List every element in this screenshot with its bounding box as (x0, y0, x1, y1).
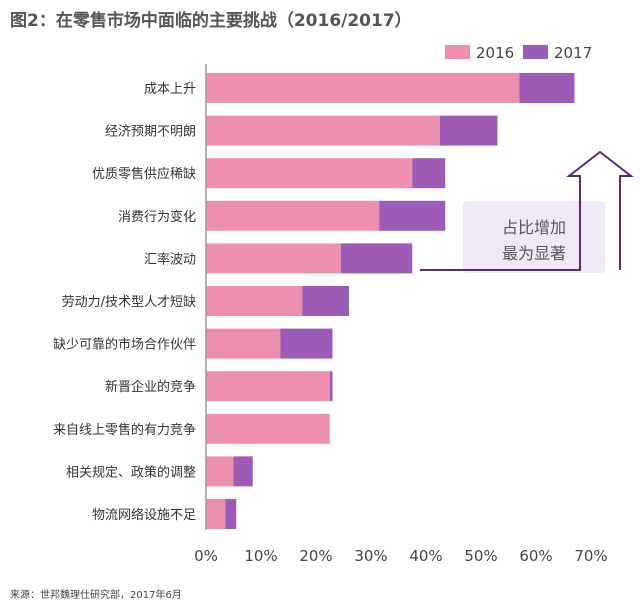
bar-2016 (206, 286, 303, 316)
legend-label-2017: 2017 (554, 44, 592, 62)
category-label: 劳动力/技术型人才短缺 (62, 294, 196, 310)
legend-swatch-2017 (523, 45, 548, 59)
bars-group: 成本上升经济预期不明朗优质零售供应稀缺消费行为变化汇率波动劳动力/技术型人才短缺… (53, 73, 575, 529)
x-tick-label: 40% (409, 547, 442, 565)
bar-2016 (206, 499, 226, 529)
bar-2016 (206, 73, 520, 103)
bar-2017 (225, 499, 237, 529)
x-tick-label: 10% (244, 547, 277, 565)
bar-2016 (206, 413, 330, 444)
bar-2017 (519, 73, 575, 103)
bar-2017 (439, 115, 498, 146)
category-label: 消费行为变化 (118, 209, 196, 225)
bar-2016 (206, 371, 330, 402)
category-label: 新晋企业的竞争 (105, 379, 196, 395)
legend: 2016 2017 (445, 44, 592, 62)
category-label: 缺少可靠的市场合作伙伴 (53, 337, 196, 353)
legend-swatch-2016 (445, 45, 470, 59)
bar-2017 (412, 158, 446, 189)
callout-line-1: 占比增加 (502, 218, 566, 237)
bar-2017 (302, 286, 349, 316)
category-label: 物流网络设施不足 (92, 507, 196, 523)
bar-2016 (206, 456, 234, 487)
bar-2017 (379, 200, 446, 231)
x-tick-label: 70% (574, 547, 607, 565)
bar-2016 (206, 243, 341, 274)
category-label: 相关规定、政策的调整 (66, 464, 196, 480)
category-label: 汇率波动 (144, 251, 196, 267)
bar-2016 (206, 200, 380, 231)
bar-2017 (340, 243, 413, 274)
category-label: 成本上升 (144, 82, 196, 97)
bar-2016 (206, 158, 413, 189)
chart-title: 图2：在零售市场中面临的主要挑战（2016/2017） (10, 11, 412, 31)
category-label: 来自线上零售的有力竞争 (53, 422, 196, 438)
callout-line-2: 最为显著 (502, 244, 566, 263)
callout-box (463, 201, 605, 273)
legend-label-2016: 2016 (476, 44, 514, 62)
up-arrow-icon (420, 150, 634, 271)
category-label: 优质零售供应稀缺 (92, 166, 196, 182)
bar-2017 (233, 456, 253, 487)
bar-2017 (329, 371, 333, 402)
bar-2016 (206, 328, 281, 359)
bar-2017 (280, 328, 333, 359)
x-tick-label: 0% (194, 547, 218, 565)
x-tick-label: 20% (299, 547, 332, 565)
x-tick-label: 60% (519, 547, 552, 565)
category-label: 经济预期不明朗 (105, 125, 196, 140)
x-tick-label: 30% (354, 547, 387, 565)
x-tick-label: 50% (464, 547, 497, 565)
axis-group: 0% 10% 20% 30% 40% 50% 60% 70% (194, 64, 608, 565)
bar-2016 (206, 115, 440, 146)
source-note: 来源：世邦魏理仕研究部，2017年6月 (10, 590, 182, 601)
